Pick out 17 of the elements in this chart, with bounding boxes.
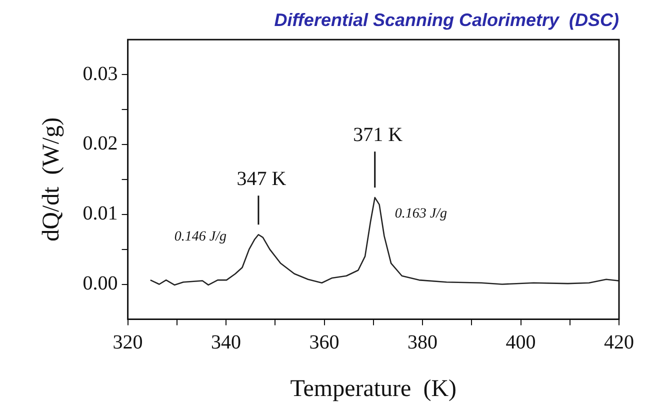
x-tick-label: 400 bbox=[506, 331, 536, 354]
annotation: 347 K bbox=[236, 168, 287, 190]
y-tick-label: 0.03 bbox=[82, 62, 118, 85]
annotation: 0.163 J/g bbox=[394, 206, 447, 222]
y-tick-label: 0.00 bbox=[82, 272, 118, 294]
x-tick-label: 360 bbox=[309, 331, 340, 354]
x-axis-title: Temperature (K) bbox=[290, 376, 457, 402]
y-tick-label: 0.01 bbox=[82, 202, 118, 225]
x-tick-label: 340 bbox=[211, 331, 242, 354]
x-tick-label: 420 bbox=[604, 331, 634, 354]
annotation: 371 K bbox=[353, 124, 404, 146]
x-tick-label: 380 bbox=[408, 331, 438, 354]
y-tick-label: 0.02 bbox=[82, 132, 118, 155]
x-tick-label: 320 bbox=[112, 331, 143, 354]
annotation: 0.146 J/g bbox=[174, 229, 226, 244]
chart-title: Differential Scanning Calorimetry (DSC) bbox=[274, 10, 620, 30]
y-axis-title: dQ/dt (W/g) bbox=[38, 117, 65, 242]
